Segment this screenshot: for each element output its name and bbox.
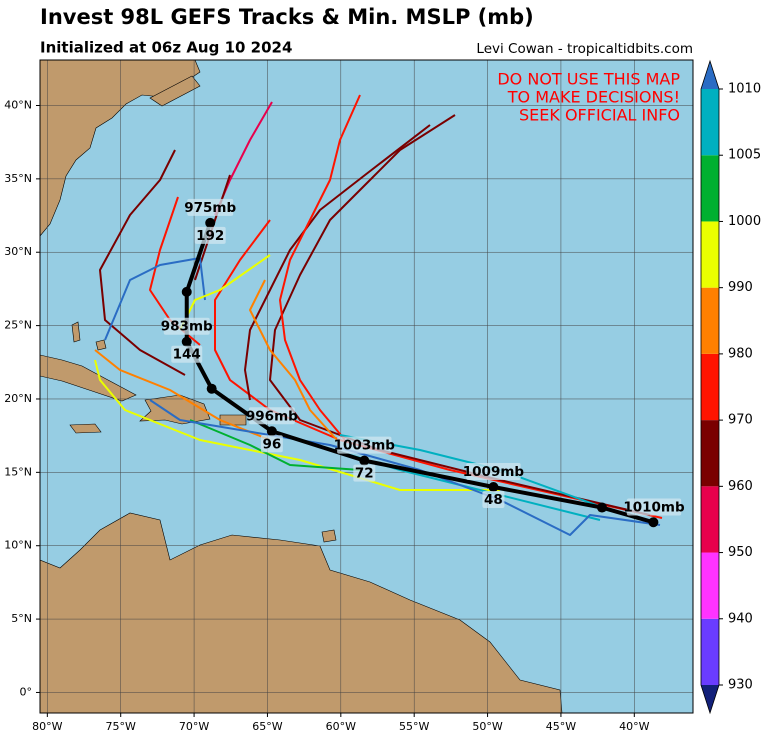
track-point <box>205 217 216 228</box>
hour-label: 72 <box>355 466 374 482</box>
color-band <box>701 287 719 354</box>
track-point <box>359 455 370 466</box>
warning-line: SEEK OFFICIAL INFO <box>519 106 680 125</box>
track-point <box>181 336 192 347</box>
label-bg <box>194 226 226 244</box>
track-point <box>597 502 608 513</box>
y-tick-label: 20°N <box>4 392 32 405</box>
y-tick-label: 30°N <box>4 245 32 258</box>
color-band <box>701 155 719 222</box>
colorbar-label: 980 <box>728 346 753 361</box>
x-tick-label: 70°W <box>179 720 209 733</box>
credit: Levi Cowan - tropicaltidbits.com <box>476 41 693 57</box>
x-tick-label: 55°W <box>399 720 429 733</box>
x-tick-label: 50°W <box>472 720 502 733</box>
hour-label: 96 <box>262 436 281 452</box>
y-tick-label: 0° <box>20 685 33 698</box>
y-tick-label: 10°N <box>4 539 32 552</box>
y-tick-label: 25°N <box>4 319 32 332</box>
label-bg <box>171 345 203 363</box>
y-tick-label: 15°N <box>4 465 32 478</box>
y-tick-label: 5°N <box>11 612 32 625</box>
colorbar: 930 940 950 960 970 980 990 1000 1005 1010 <box>700 59 761 715</box>
pressure-label: 1010mb <box>623 500 685 516</box>
pressure-label: 996mb <box>246 408 298 424</box>
colorbar-label: 950 <box>728 545 753 560</box>
map-frame <box>39 59 694 714</box>
colorbar-label: 930 <box>728 678 753 693</box>
colorbar-label: 1005 <box>728 148 761 163</box>
colorbar-label: 970 <box>728 413 753 428</box>
warning-line: DO NOT USE THIS MAP <box>497 70 680 89</box>
colorbar-label: 1000 <box>728 214 761 229</box>
color-band <box>701 353 719 421</box>
color-band <box>701 486 719 553</box>
colorbar-label: 960 <box>728 479 753 494</box>
colorbar-label: 990 <box>728 280 753 295</box>
color-band <box>701 89 719 156</box>
x-tick-label: 60°W <box>326 720 356 733</box>
label-bg <box>482 491 505 509</box>
colorbar-label: 940 <box>728 611 753 626</box>
label-bg <box>337 436 392 454</box>
color-band <box>701 420 719 487</box>
pressure-label: 975mb <box>184 200 236 216</box>
track-point <box>266 426 277 437</box>
pressure-label: 1009mb <box>463 464 525 480</box>
color-band <box>701 618 719 685</box>
label-bg <box>353 464 376 482</box>
track-point <box>206 383 217 394</box>
pressure-label: 983mb <box>161 319 213 335</box>
x-tick-label: 75°W <box>106 720 136 733</box>
warning-line: TO MAKE DECISIONS! <box>507 88 680 107</box>
label-bg <box>260 435 283 453</box>
track-point <box>181 286 192 297</box>
land <box>40 60 563 713</box>
colorbar-label: 1010 <box>728 82 761 97</box>
title: Invest 98L GEFS Tracks & Min. MSLP (mb) <box>40 5 534 29</box>
label-bg <box>187 198 234 216</box>
track-point <box>488 482 499 493</box>
colorbar-over <box>701 61 719 89</box>
x-tick-label: 65°W <box>252 720 282 733</box>
pressure-label: 1003mb <box>334 438 396 454</box>
mean-track-layer: 1010mb 1009mb 48 1003mb 72 996mb 96 983mb 144 975… <box>161 198 685 528</box>
label-bg <box>248 407 295 425</box>
label-bg <box>466 463 521 481</box>
ensemble-tracks <box>94 94 663 536</box>
track-point <box>648 517 659 528</box>
y-tick-label: 35°N <box>4 172 32 185</box>
hour-label: 144 <box>173 347 201 363</box>
hour-label: 48 <box>484 492 503 508</box>
subtitle: Initialized at 06z Aug 10 2024 <box>40 39 292 57</box>
x-tick-label: 45°W <box>546 720 576 733</box>
color-band <box>701 552 719 619</box>
graticule <box>40 60 693 713</box>
x-tick-label: 80°W <box>32 720 62 733</box>
colorbar-under <box>701 685 719 713</box>
y-tick-label: 40°N <box>4 98 32 111</box>
label-bg <box>626 498 682 516</box>
color-band <box>701 221 719 288</box>
hour-label: 192 <box>196 228 224 244</box>
label-bg <box>163 317 210 335</box>
x-tick-label: 40°W <box>619 720 649 733</box>
